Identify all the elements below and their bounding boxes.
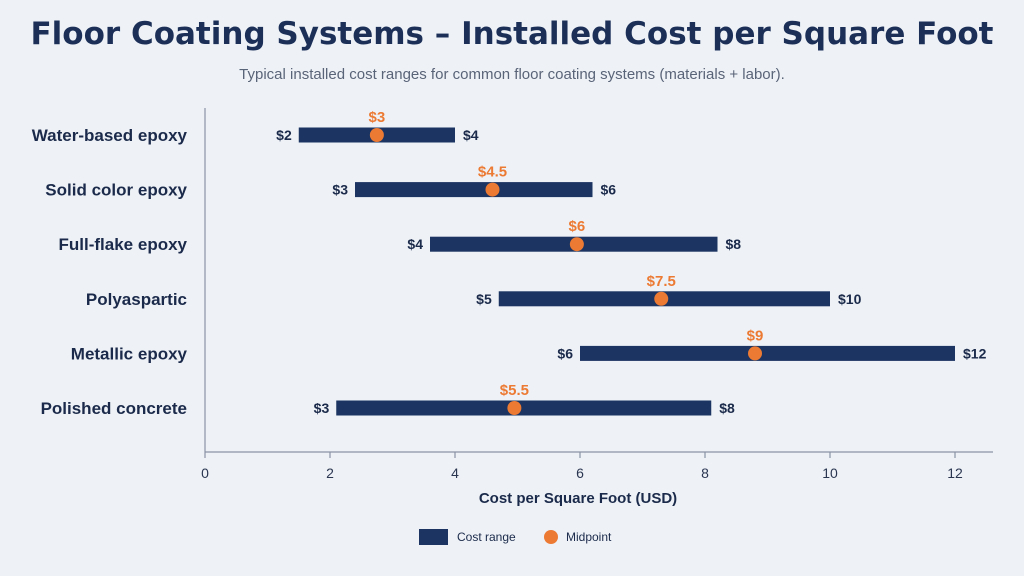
category-label: Polyaspartic — [86, 290, 187, 309]
x-tick-label: 12 — [947, 465, 963, 481]
range-bar — [355, 182, 593, 198]
range-low-label: $6 — [557, 345, 573, 361]
range-low-label: $3 — [314, 400, 330, 416]
range-low-label: $5 — [476, 291, 492, 307]
x-tick-label: 6 — [576, 465, 584, 481]
x-tick-label: 4 — [451, 465, 459, 481]
chart-title: Floor Coating Systems – Installed Cost p… — [30, 16, 994, 52]
legend-range-swatch — [419, 529, 448, 545]
range-low-label: $3 — [332, 182, 348, 198]
legend-midpoint-swatch — [544, 530, 558, 544]
midpoint-label: $5.5 — [500, 382, 529, 399]
chart-subtitle: Typical installed cost ranges for common… — [239, 66, 785, 83]
range-high-label: $10 — [838, 291, 862, 307]
x-tick-label: 0 — [201, 465, 209, 481]
midpoint-marker — [748, 346, 762, 361]
legend: Cost range Midpoint — [419, 529, 612, 545]
midpoint-label: $7.5 — [647, 273, 676, 290]
x-axis-title: Cost per Square Foot (USD) — [479, 490, 677, 507]
range-high-label: $6 — [601, 182, 617, 198]
legend-midpoint-label: Midpoint — [566, 530, 612, 544]
chart-marks: Water-based epoxy $2 $4 $3 Solid color epoxy… — [32, 109, 987, 418]
category-label: Full-flake epoxy — [59, 235, 188, 254]
range-low-label: $2 — [276, 127, 292, 143]
midpoint-label: $9 — [747, 327, 764, 344]
midpoint-marker — [569, 237, 584, 252]
category-label: Metallic epoxy — [71, 344, 188, 363]
x-tick-label: 2 — [326, 465, 334, 481]
range-bar — [580, 345, 955, 361]
midpoint-label: $6 — [569, 218, 586, 235]
category-label: Solid color epoxy — [45, 181, 187, 200]
range-high-label: $12 — [963, 345, 987, 361]
range-high-label: $4 — [463, 127, 479, 143]
midpoint-label: $3 — [369, 109, 386, 126]
range-low-label: $4 — [407, 236, 423, 252]
range-high-label: $8 — [719, 400, 735, 416]
range-high-label: $8 — [726, 236, 742, 252]
midpoint-marker — [485, 182, 500, 197]
x-tick-label: 10 — [822, 465, 838, 481]
midpoint-marker — [369, 128, 384, 142]
axes: 0 2 4 6 8 10 12 Cost per Square Foot (USD) — [201, 108, 993, 507]
category-label: Water-based epoxy — [32, 126, 188, 145]
category-label: Polished concrete — [41, 399, 187, 418]
midpoint-marker — [507, 401, 522, 415]
x-tick-label: 8 — [701, 465, 709, 481]
midpoint-marker — [654, 291, 669, 306]
legend-range-label: Cost range — [457, 530, 516, 544]
range-bar — [336, 400, 712, 416]
midpoint-label: $4.5 — [478, 164, 507, 181]
